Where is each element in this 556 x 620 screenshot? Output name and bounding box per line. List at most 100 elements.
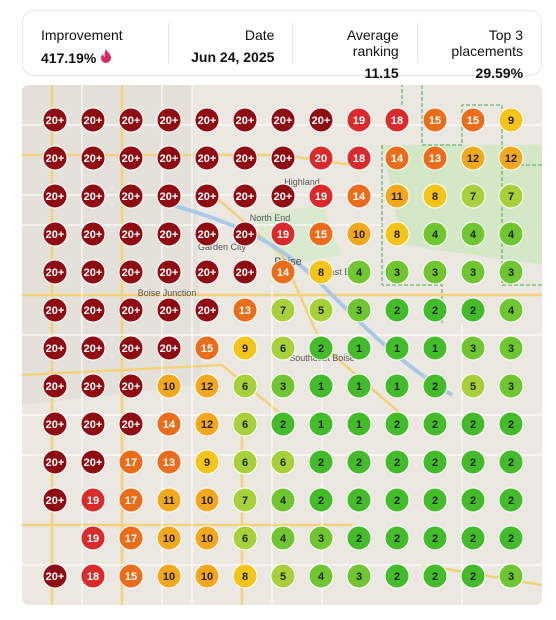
rank-pin: 8	[384, 221, 410, 247]
pin-rank: 20+	[84, 115, 103, 127]
pin-circle	[422, 487, 448, 513]
pin-rank: 20+	[46, 267, 65, 279]
rank-pin: 2	[346, 449, 372, 475]
rank-pin: 20+	[42, 487, 68, 513]
rank-pin: 20+	[118, 221, 144, 247]
pin-rank: 20+	[198, 115, 217, 127]
pin-circle	[270, 563, 296, 589]
rank-pin: 9	[194, 449, 220, 475]
pin-circle	[232, 145, 258, 171]
pin-circle	[80, 449, 106, 475]
pin-circle	[346, 183, 372, 209]
rank-pin: 20+	[232, 145, 258, 171]
rank-pin: 20+	[156, 145, 182, 171]
rank-pin: 2	[460, 411, 486, 437]
pin-rank: 5	[470, 381, 476, 393]
pin-circle	[422, 373, 448, 399]
rank-pin: 4	[346, 259, 372, 285]
rank-pin: 15	[118, 563, 144, 589]
rank-pin: 17	[118, 487, 144, 513]
rank-pin: 1	[346, 373, 372, 399]
pin-rank: 3	[394, 267, 400, 279]
pin-circle	[498, 297, 524, 323]
pin-rank: 10	[353, 229, 365, 241]
rank-pin: 20+	[80, 221, 106, 247]
pin-circle	[118, 107, 144, 133]
pin-rank: 12	[505, 153, 517, 165]
rank-pin: 2	[460, 487, 486, 513]
pin-rank: 2	[432, 381, 438, 393]
pin-rank: 9	[204, 457, 210, 469]
pin-rank: 20+	[312, 115, 331, 127]
pin-circle	[156, 107, 182, 133]
pin-rank: 19	[353, 115, 365, 127]
rank-pin: 20+	[232, 107, 258, 133]
pin-rank: 20+	[122, 229, 141, 241]
pin-circle	[308, 487, 334, 513]
pin-circle	[460, 183, 486, 209]
rank-pin: 20+	[42, 411, 68, 437]
pin-rank: 17	[125, 495, 137, 507]
pin-rank: 20+	[46, 419, 65, 431]
rank-pin: 2	[384, 411, 410, 437]
pin-rank: 2	[280, 419, 286, 431]
pin-circle	[346, 221, 372, 247]
pin-rank: 13	[163, 457, 175, 469]
rank-pin: 20+	[156, 107, 182, 133]
pin-circle	[460, 145, 486, 171]
stat: Date Jun 24, 2025	[168, 23, 292, 65]
pin-circle	[422, 563, 448, 589]
stat-label: Improvement	[41, 27, 123, 43]
pin-circle	[270, 411, 296, 437]
rank-pin: 4	[270, 487, 296, 513]
pin-rank: 20+	[46, 115, 65, 127]
pin-rank: 20+	[46, 153, 65, 165]
rank-pin: 20+	[156, 183, 182, 209]
pin-circle	[460, 525, 486, 551]
pin-circle	[80, 335, 106, 361]
rank-pin: 17	[118, 525, 144, 551]
pin-circle	[232, 107, 258, 133]
pin-rank: 4	[432, 229, 439, 241]
rank-pin: 2	[384, 563, 410, 589]
pin-rank: 20+	[236, 115, 255, 127]
rank-pin: 3	[498, 259, 524, 285]
rank-pin: 9	[232, 335, 258, 361]
pin-rank: 20+	[46, 305, 65, 317]
rank-pin: 20+	[80, 259, 106, 285]
pin-rank: 20+	[274, 115, 293, 127]
rank-pin: 2	[422, 297, 448, 323]
rank-pin: 20+	[42, 183, 68, 209]
pin-circle	[194, 145, 220, 171]
pin-rank: 20+	[274, 191, 293, 203]
rank-pin: 20+	[270, 107, 296, 133]
rank-pin: 20+	[194, 259, 220, 285]
pin-circle	[270, 259, 296, 285]
rank-pin: 20+	[194, 145, 220, 171]
pin-circle	[270, 335, 296, 361]
pin-rank: 2	[508, 495, 514, 507]
pin-rank: 6	[242, 457, 248, 469]
stat: Average ranking 11.15	[292, 23, 416, 81]
rank-pin: 20+	[118, 373, 144, 399]
pin-rank: 5	[318, 305, 324, 317]
rank-pin: 10	[156, 525, 182, 551]
rank-pin: 20+	[80, 107, 106, 133]
pin-rank: 2	[318, 457, 324, 469]
pin-rank: 13	[429, 153, 441, 165]
pin-rank: 2	[508, 457, 514, 469]
pin-rank: 1	[394, 343, 400, 355]
pin-circle	[194, 373, 220, 399]
rank-pin: 2	[422, 525, 448, 551]
rank-pin: 4	[498, 297, 524, 323]
pin-rank: 20+	[84, 343, 103, 355]
pin-circle	[498, 487, 524, 513]
pin-circle	[194, 221, 220, 247]
pin-rank: 3	[432, 267, 438, 279]
pin-rank: 8	[432, 191, 438, 203]
rank-pin: 20+	[42, 145, 68, 171]
pin-circle	[42, 335, 68, 361]
pin-rank: 20+	[46, 495, 65, 507]
rank-pin: 2	[308, 335, 334, 361]
pin-circle	[346, 487, 372, 513]
